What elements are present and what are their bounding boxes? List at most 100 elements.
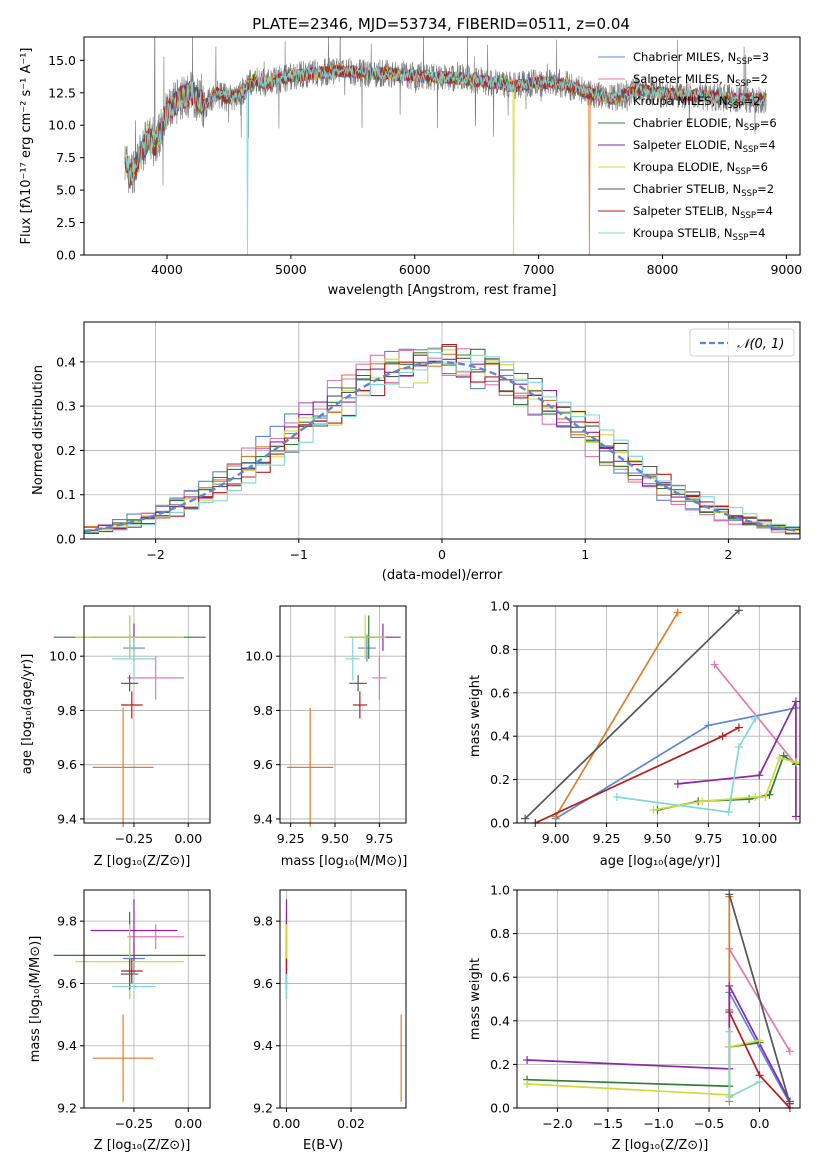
spectrum-x-tick-label: 5000: [275, 262, 307, 277]
spectrum-x-tick-label: 9000: [770, 262, 802, 277]
spectrum-title: PLATE=2346, MJD=53734, FIBERID=0511, z=0…: [252, 15, 630, 33]
spectrum-y-tick-label: 0.0: [56, 248, 76, 263]
weight-vs-Z-x-label: Z [log₁₀(Z/Z⊙)]: [612, 1138, 709, 1153]
residual-y-tick-label: 0.1: [56, 487, 76, 502]
weight-vs-age-panel: 9.00 9.25 9.50 9.75 10.000.00.20.40.60.81.0 …: [468, 599, 801, 869]
spectrum-legend-label-salpeter-stelib: Salpeter STELIB, NSSP=4: [633, 204, 773, 221]
age-vs-Z-panel: −0.25 0.00 9.4 9.6 9.8 10.0 Z [log₁₀(Z/Z⊙)] a…: [20, 605, 211, 869]
age-vs-mass-panel: 9.25 9.50 9.75 9.4 9.6 9.8 10.0 mass [log₁₀(M/…: [245, 605, 408, 869]
residual-legend: 𝒩(0, 1): [689, 328, 795, 357]
spectrum-y-tick-label: 12.5: [48, 85, 76, 100]
weight-vs-z-x-tick-label: −0.5: [694, 1116, 724, 1131]
residual-x-tick-label: 0: [438, 547, 446, 562]
spectrum-panel: PLATE=2346, MJD=53734, FIBERID=0511, z=0…: [19, 15, 802, 298]
weight-vs-age-line-kroupa-elodie: [653, 756, 797, 811]
residual-x-tick-label: −2: [146, 547, 164, 562]
spectrum-legend-label-chabrier-elodie: Chabrier ELODIE, NSSP=6: [633, 116, 777, 133]
weight-vs-age-line-kroupa-stelib: [616, 718, 756, 814]
age-vs-mass-y-tick-label: 9.8: [253, 703, 273, 718]
residual-hist-kroupa-stelib: [84, 351, 800, 533]
weight-vs-age-x-label: age [log₁₀(age/yr)]: [600, 854, 721, 869]
weight-vs-age-x-tick-label: 9.25: [593, 831, 621, 846]
spectrum-x-tick-label: 7000: [523, 262, 555, 277]
mass-vs-ebv-y-tick-label: 9.4: [253, 1038, 273, 1053]
age-vs-mass-plot-area: 9.25 9.50 9.75 9.4 9.6 9.8 10.0: [245, 605, 407, 846]
weight-vs-age-y-tick-label: 0.6: [490, 685, 510, 700]
spectrum-x-tick-label: 8000: [647, 262, 679, 277]
weight-vs-z-line-chabrier-stelib: [728, 894, 791, 1104]
weight-vs-age-line-chabrier-stelib: [524, 609, 740, 820]
weight-vs-age-x-tick-label: 9.00: [542, 831, 570, 846]
age-vs-z-y-tick-label: 10.0: [49, 649, 77, 664]
weight-vs-Z-plot-area: −2.0 −1.5 −1.0 −0.5 0.0 0.0 0.2 0.4 0.6 0.8 1.0: [490, 883, 801, 1131]
residual-panel: −2 −1 0 1 2 0.0 0.1 0.2 0.3 0.4 (data-model)/err…: [31, 321, 801, 583]
spectrum-y-tick-label: 10.0: [48, 118, 76, 133]
residual-y-tick-label: 0.2: [56, 443, 76, 458]
age-vs-Z-x-label: Z [log₁₀(Z/Z⊙)]: [94, 854, 191, 869]
spectrum-y-tick-label: 15.0: [48, 53, 76, 68]
spectrum-y-tick-label: 2.5: [56, 215, 76, 230]
weight-vs-age-frame: [516, 605, 801, 824]
spectrum-x-tick-label: 6000: [399, 262, 431, 277]
spectrum-legend: Chabrier MILES, NSSP=3 Salpeter MILES, NS…: [598, 50, 777, 243]
spectrum-legend-label-kroupa-elodie: Kroupa ELODIE, NSSP=6: [633, 160, 768, 177]
weight-vs-z-x-tick-label: −1.0: [643, 1116, 673, 1131]
mass-vs-ebv-y-tick-label: 9.2: [253, 1101, 273, 1116]
weight-vs-age-y-tick-label: 0.8: [490, 642, 510, 657]
mass-vs-ebv-y-tick-label: 9.6: [253, 976, 273, 991]
residual-y-label: Normed distribution: [31, 365, 46, 495]
age-vs-z-x-tick-label: 0.00: [174, 831, 202, 846]
spectrum-x-ticks: 4000 5000 6000 7000 8000 9000: [151, 255, 802, 277]
residual-y-tick-label: 0.3: [56, 399, 76, 414]
mass-vs-z-y-tick-label: 9.8: [57, 914, 77, 929]
mass-vs-ebv-frame: [279, 889, 407, 1109]
age-vs-mass-y-tick-label: 9.4: [253, 811, 273, 826]
spectrum-x-tick-label: 4000: [151, 262, 183, 277]
spectrum-y-ticks: 0.0 2.5 5.0 7.5 10.0 12.5 15.0: [48, 53, 84, 263]
mass-vs-z-y-tick-label: 9.6: [57, 976, 77, 991]
weight-vs-age-x-tick-label: 9.75: [694, 831, 722, 846]
weight-vs-age-x-tick-label: 9.50: [644, 831, 672, 846]
weight-vs-Z-y-label: mass weight: [468, 958, 483, 1040]
weight-vs-z-y-tick-label: 0.2: [490, 1057, 510, 1072]
age-vs-z-x-tick-label: −0.25: [115, 831, 153, 846]
spectrum-legend-label-chabrier-miles: Chabrier MILES, NSSP=3: [633, 50, 769, 67]
weight-vs-age-x-tick-label: 10.00: [741, 831, 777, 846]
age-vs-Z-y-label: age [log₁₀(age/yr)]: [20, 654, 35, 775]
residual-plot-area: [83, 343, 801, 535]
weight-vs-z-x-tick-label: −1.5: [593, 1116, 623, 1131]
spectrum-y-tick-label: 5.0: [56, 183, 76, 198]
spectrum-legend-label-kroupa-stelib: Kroupa STELIB, NSSP=4: [633, 226, 765, 243]
weight-vs-age-y-tick-label: 0.4: [490, 729, 510, 744]
residual-hist-salpeter-miles: [84, 348, 800, 534]
residual-y-tick-label: 0.4: [56, 354, 76, 369]
age-vs-z-frame: [83, 605, 211, 824]
spectrum-legend-label-kroupa-miles: Kroupa MILES, NSSP=2: [633, 94, 760, 111]
weight-vs-age-line-salpeter-miles: [713, 664, 797, 765]
mass-vs-Z-y-label: mass [log₁₀(M/M⊙)]: [28, 936, 43, 1063]
age-vs-z-y-tick-label: 9.8: [57, 703, 77, 718]
mass-vs-z-x-tick-label: −0.25: [115, 1116, 153, 1131]
residual-normal-curve: [83, 361, 801, 533]
weight-vs-z-y-tick-label: 0.8: [490, 926, 510, 941]
spectrum-legend-label-salpeter-miles: Salpeter MILES, NSSP=2: [633, 72, 768, 89]
mass-vs-Z-plot-area: −0.25 0.00 9.2 9.4 9.6 9.8: [53, 889, 211, 1131]
spectrum-plot-area: [124, 37, 767, 255]
age-vs-mass-x-label: mass [log₁₀(M/M⊙)]: [281, 854, 408, 869]
spectrum-legend-label-chabrier-stelib: Chabrier STELIB, NSSP=2: [633, 182, 774, 199]
weight-vs-z-y-tick-label: 0.4: [490, 1013, 510, 1028]
mass-vs-ebv-x-label: E(B-V): [303, 1138, 343, 1153]
weight-vs-z-y-tick-label: 0.0: [490, 1101, 510, 1116]
weight-vs-z-x-tick-label: 0.0: [750, 1116, 770, 1131]
residual-legend-label: 𝒩(0, 1): [737, 337, 784, 352]
mass-vs-z-frame: [83, 889, 211, 1109]
weight-vs-age-y-tick-label: 1.0: [490, 599, 510, 614]
mass-vs-z-y-tick-label: 9.4: [57, 1038, 77, 1053]
weight-vs-Z-panel: −2.0 −1.5 −1.0 −0.5 0.0 0.0 0.2 0.4 0.6 0.8 1.0 Z …: [468, 883, 801, 1153]
residual-x-label: (data-model)/error: [382, 568, 503, 583]
weight-vs-age-y-label: mass weight: [468, 675, 483, 757]
mass-vs-ebv-plot-area: 0.00 0.02 9.2 9.4 9.6 9.8: [253, 889, 407, 1131]
weight-vs-z-y-tick-label: 1.0: [490, 883, 510, 898]
residual-x-ticks: −2 −1 0 1 2: [146, 539, 732, 562]
